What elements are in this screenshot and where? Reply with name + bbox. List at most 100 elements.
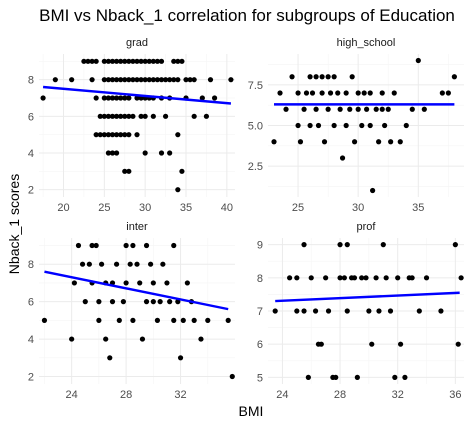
- data-point: [137, 280, 143, 286]
- data-point: [402, 374, 408, 380]
- data-point: [355, 106, 361, 112]
- data-point: [313, 106, 319, 112]
- data-point: [101, 58, 107, 64]
- data-point: [167, 299, 173, 305]
- data-point: [130, 77, 136, 83]
- x-tick-label: 25: [98, 202, 110, 214]
- data-point: [363, 275, 369, 281]
- data-point: [109, 77, 116, 83]
- data-point: [134, 58, 140, 64]
- data-point: [359, 122, 365, 129]
- data-point: [409, 275, 415, 281]
- data-point: [325, 106, 331, 112]
- data-point: [138, 113, 144, 119]
- data-point: [150, 280, 156, 286]
- data-point: [303, 90, 310, 96]
- data-point: [142, 150, 148, 156]
- data-point: [105, 132, 112, 138]
- data-point: [143, 242, 150, 249]
- data-point: [387, 308, 394, 314]
- data-point: [183, 77, 189, 83]
- data-point: [272, 308, 278, 314]
- y-tick-label: 7.5: [248, 80, 263, 92]
- data-point: [382, 122, 388, 129]
- x-tick-label: 24: [66, 389, 78, 401]
- data-point: [130, 58, 136, 64]
- data-point: [301, 106, 307, 112]
- data-point: [93, 95, 99, 101]
- data-point: [126, 77, 132, 83]
- data-point: [122, 58, 128, 64]
- data-point: [211, 95, 218, 101]
- data-point: [416, 308, 422, 314]
- y-tick-label: 5: [257, 372, 263, 384]
- data-point: [351, 275, 358, 281]
- data-point: [171, 77, 177, 83]
- data-point: [409, 106, 415, 112]
- y-tick-label: 8: [28, 75, 34, 87]
- data-point: [157, 299, 163, 305]
- data-point: [305, 374, 311, 380]
- data-point: [355, 90, 361, 96]
- data-point: [97, 113, 103, 119]
- data-point: [171, 317, 177, 323]
- data-point: [150, 58, 156, 64]
- data-point: [319, 90, 325, 96]
- data-point: [150, 299, 156, 305]
- data-point: [373, 275, 379, 281]
- data-point: [162, 77, 169, 83]
- data-point: [370, 187, 376, 194]
- data-point: [385, 106, 391, 112]
- data-point: [325, 308, 332, 314]
- data-point: [344, 242, 350, 248]
- data-point: [452, 242, 458, 248]
- data-point: [179, 168, 185, 174]
- data-point: [205, 317, 211, 323]
- data-point: [199, 95, 205, 101]
- data-point: [122, 77, 128, 83]
- data-point: [367, 90, 373, 96]
- data-point: [148, 261, 154, 267]
- data-point: [96, 299, 102, 305]
- y-tick-label: 5.0: [248, 121, 263, 133]
- data-point: [391, 90, 397, 96]
- data-point: [105, 95, 112, 101]
- data-point: [191, 77, 197, 83]
- data-point: [376, 308, 382, 314]
- y-tick-label: 4: [28, 334, 34, 346]
- data-point: [301, 242, 307, 248]
- data-point: [109, 113, 116, 119]
- data-point: [344, 308, 350, 314]
- data-point: [99, 261, 105, 267]
- data-point: [142, 58, 148, 64]
- data-point: [307, 122, 313, 129]
- y-tick-label: 2: [28, 372, 34, 384]
- data-point: [367, 122, 373, 129]
- data-point: [139, 336, 146, 342]
- data-point: [333, 374, 339, 380]
- data-point: [113, 150, 120, 156]
- data-point: [439, 90, 445, 96]
- data-point: [397, 341, 404, 347]
- data-point: [69, 336, 75, 342]
- data-point: [337, 106, 343, 112]
- facet-strip-label: high_school: [337, 37, 396, 49]
- data-point: [150, 77, 156, 83]
- data-point: [101, 113, 107, 119]
- data-point: [150, 113, 156, 119]
- x-axis-title: BMI: [239, 403, 264, 419]
- regression-line: [275, 291, 460, 303]
- data-point: [142, 77, 148, 83]
- y-tick-label: 8: [257, 273, 263, 285]
- data-point: [118, 58, 124, 64]
- data-point: [277, 90, 283, 96]
- data-point: [123, 280, 129, 286]
- x-tick-label: 30: [139, 202, 151, 214]
- data-point: [160, 261, 166, 267]
- data-point: [323, 275, 329, 281]
- data-point: [175, 187, 181, 193]
- data-point: [134, 77, 140, 83]
- data-point: [105, 77, 112, 83]
